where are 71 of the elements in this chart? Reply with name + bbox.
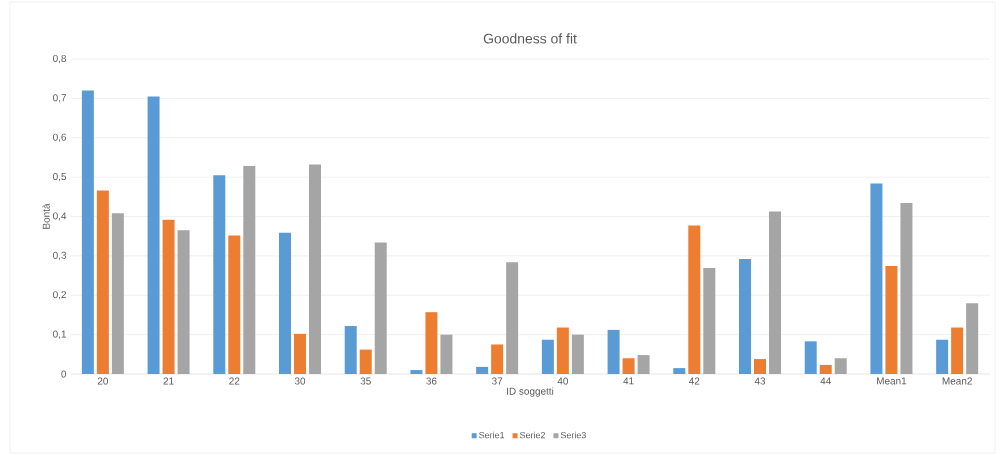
bar xyxy=(637,355,650,374)
bar xyxy=(279,232,291,374)
bar xyxy=(819,364,832,374)
bar xyxy=(374,242,387,374)
bar xyxy=(243,166,256,374)
y-tick-label: 0,2 xyxy=(53,291,66,300)
bar xyxy=(885,266,898,374)
bar xyxy=(96,190,109,374)
x-tick-label: 22 xyxy=(229,377,240,385)
bar xyxy=(769,211,782,374)
x-tick-label: 37 xyxy=(491,377,503,385)
x-tick-label: 36 xyxy=(426,377,437,385)
bar xyxy=(491,344,504,374)
x-axis-title: ID soggetti xyxy=(507,387,554,397)
y-tick-label: 0,6 xyxy=(53,133,67,142)
legend-label: Serie2 xyxy=(519,431,545,439)
bar xyxy=(177,230,190,374)
x-tick-label: 40 xyxy=(557,377,569,385)
x-tick-label: Mean1 xyxy=(877,377,907,385)
bar xyxy=(622,358,635,374)
bar xyxy=(162,219,175,374)
bar xyxy=(703,268,716,374)
bar xyxy=(294,333,306,374)
bar xyxy=(81,90,94,374)
bar xyxy=(147,96,160,374)
bar xyxy=(607,329,620,374)
bar xyxy=(410,370,423,374)
bar xyxy=(739,259,752,374)
bar xyxy=(228,235,241,374)
y-tick-label: 0,7 xyxy=(53,94,66,103)
x-tick-label: 41 xyxy=(623,377,634,385)
y-axis-title: Bontà xyxy=(42,203,50,229)
bar xyxy=(476,366,489,374)
x-tick-label: 20 xyxy=(97,377,109,385)
x-tick-label: 44 xyxy=(820,377,831,385)
bar xyxy=(425,312,438,374)
bar xyxy=(870,183,883,374)
bar xyxy=(556,327,569,374)
bar xyxy=(804,341,817,374)
bar xyxy=(309,164,321,374)
bar xyxy=(359,349,372,374)
y-tick-label: 0,5 xyxy=(53,173,67,182)
x-tick-label: 21 xyxy=(163,377,174,385)
bar xyxy=(344,325,357,374)
x-tick-label: 30 xyxy=(294,377,306,385)
y-tick-label: 0 xyxy=(61,370,67,378)
bar xyxy=(571,334,584,374)
legend-label: Serie3 xyxy=(560,431,586,439)
bar xyxy=(541,339,554,374)
y-tick-label: 0,1 xyxy=(53,330,66,339)
y-tick-label: 0,3 xyxy=(53,251,67,260)
bar xyxy=(440,334,453,374)
bar xyxy=(834,358,847,374)
chart-title: Goodness of fit xyxy=(483,33,577,44)
legend-label: Serie1 xyxy=(479,431,505,439)
x-tick-label: 42 xyxy=(688,377,700,385)
x-tick-label: Mean2 xyxy=(942,377,972,385)
bar xyxy=(673,368,686,374)
bar xyxy=(754,359,767,374)
bar xyxy=(900,203,913,374)
bar xyxy=(951,327,964,374)
bar xyxy=(111,213,124,374)
bar xyxy=(688,225,701,374)
x-tick-label: 35 xyxy=(360,377,371,385)
bar xyxy=(936,339,949,374)
bar xyxy=(506,262,519,374)
bar xyxy=(966,303,979,374)
y-tick-label: 0,8 xyxy=(53,54,67,64)
bar xyxy=(213,175,226,374)
y-tick-label: 0,4 xyxy=(53,212,67,221)
x-tick-label: 43 xyxy=(754,377,766,385)
